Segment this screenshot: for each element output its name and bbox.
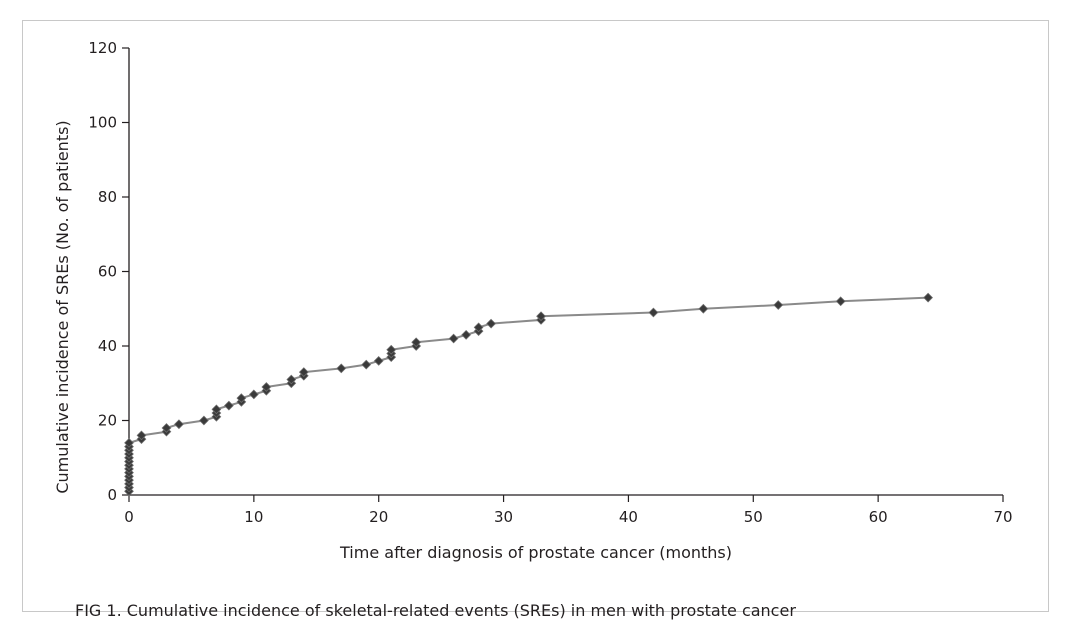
x-tick-label: 20 [369,508,388,526]
data-point [199,415,209,426]
axes [128,48,1003,496]
data-point [298,367,309,377]
x-tick-label: 10 [244,508,263,526]
data-point [361,359,372,370]
data-point [248,389,259,400]
x-tick-label: 70 [993,508,1012,526]
x-axis-title: Time after diagnosis of prostate cancer … [339,543,732,562]
chart: 0 20 40 60 80 100 120 0 10 20 30 40 50 60 70 Time afte… [53,39,1013,562]
x-tick-label: 40 [619,508,638,526]
data-point [536,311,546,322]
data-point [224,400,234,411]
y-axis-title: Cumulative incidence of SREs (No. of pat… [53,120,72,493]
data-point [773,300,784,310]
series-line [128,296,929,492]
data-point [835,296,846,307]
data-point [136,430,147,441]
y-tick-label: 120 [88,39,117,57]
ticks: 0 20 40 60 80 100 120 0 10 20 30 40 50 60 70 [88,39,1012,526]
data-point [124,437,134,448]
y-tick-label: 80 [98,188,117,206]
data-point [461,329,471,340]
data-point [473,322,484,333]
y-tick-label: 100 [88,114,117,132]
x-tick-label: 50 [744,508,763,526]
data-point [211,404,222,415]
data-point [286,374,297,385]
data-point [923,292,933,303]
data-point [336,363,347,374]
figure-frame: 0 20 40 60 80 100 120 0 10 20 30 40 50 60 70 Time afte… [22,20,1049,620]
data-point [486,318,496,329]
y-tick-label: 20 [98,412,117,430]
y-tick-label: 40 [98,337,117,355]
data-point [161,423,172,433]
data-point [698,303,709,314]
data-point [174,419,184,430]
data-points [124,292,933,497]
y-tick-label: 60 [98,263,117,281]
data-point [236,393,247,404]
x-tick-label: 0 [124,508,134,526]
figure-caption: FIG 1. Cumulative incidence of skeletal-… [75,601,796,620]
data-point [373,356,384,366]
data-point [261,382,272,392]
data-point [448,333,459,344]
y-tick-label: 0 [107,486,117,504]
data-point [648,307,659,318]
x-tick-label: 60 [869,508,888,526]
data-point [386,344,397,355]
x-tick-label: 30 [494,508,513,526]
data-point [411,337,422,348]
